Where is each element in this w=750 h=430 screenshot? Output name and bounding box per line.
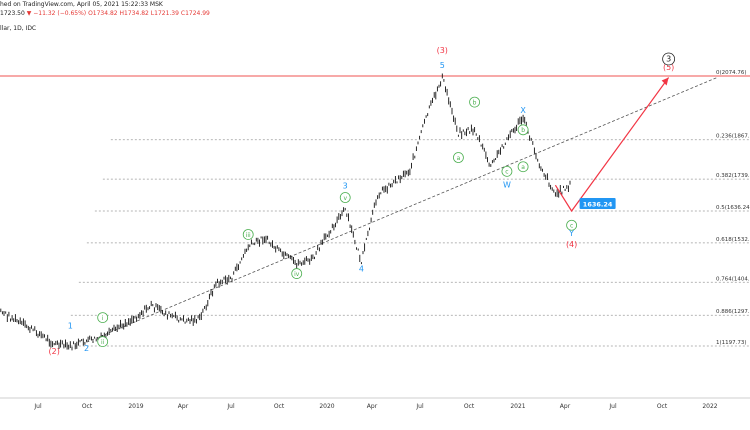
wave-label: b <box>521 127 525 134</box>
fib-level-label: 0.382(1739.7 <box>716 173 750 179</box>
time-tick-label: Jul <box>608 403 617 410</box>
wave-label: c <box>570 223 573 230</box>
wave-label: (2) <box>48 347 59 356</box>
wave-label-circle <box>97 312 109 323</box>
wave-label-circle <box>662 52 676 66</box>
time-tick-label: Apr <box>367 403 378 410</box>
wave-label: (5) <box>663 63 674 72</box>
time-tick-label: 2019 <box>128 403 143 410</box>
time-tick-label: Oct <box>274 403 285 410</box>
time-tick-label: Oct <box>464 403 475 410</box>
trend-line <box>86 77 718 343</box>
wave-label: a <box>457 155 461 162</box>
wave-label: v <box>343 195 347 202</box>
wave-label-circle <box>517 124 529 136</box>
fib-level-label: 0.236(1867.7 <box>716 134 750 140</box>
price-tag-label: 1636.24 <box>583 200 613 208</box>
wave-label-circle <box>453 152 464 163</box>
high-value: 1734.82 <box>124 10 149 17</box>
wave-label: iv <box>294 271 300 278</box>
fib-level-label: 0.5(1636.24) <box>716 205 750 211</box>
last-price: 1723.50 <box>0 10 25 17</box>
wave-label-circle <box>339 192 351 203</box>
wave-label: W <box>503 181 511 190</box>
wave-label: 3 <box>666 54 671 63</box>
time-tick-label: Jul <box>226 403 235 410</box>
wave-label: 3 <box>343 181 348 190</box>
fib-level-label: 1(1197.73) <box>716 340 747 346</box>
projection-path <box>554 77 670 213</box>
chart-symbol-info: llar, 1D, IDC <box>0 25 37 32</box>
wave-label-circle <box>566 219 578 231</box>
projection-arrowhead <box>661 77 669 86</box>
wave-label: (3) <box>437 46 448 55</box>
time-tick-label: 2020 <box>319 403 334 410</box>
wave-label: X <box>520 106 526 115</box>
fib-level-label: 0.886(1297.7 <box>716 309 750 315</box>
wave-label-circle <box>469 96 480 108</box>
wave-label-circle <box>517 161 529 173</box>
fib-level-label: 0(2074.76) <box>716 70 747 76</box>
wave-label-circle <box>291 268 303 279</box>
time-tick-label: 2022 <box>702 403 717 410</box>
wave-label: b <box>473 99 477 106</box>
open-value: 1734.82 <box>92 10 118 17</box>
price-change: ▼ −11.32 (−0.65%) <box>26 10 87 17</box>
chart-header-source: hed on TradingView.com, April 05, 2021 1… <box>0 1 163 8</box>
chart-header-ohlc: 1723.50 ▼ −11.32 (−0.65%) O1734.82 H1734… <box>0 10 210 17</box>
time-tick-label: 2021 <box>510 403 525 410</box>
wave-label: ii <box>101 339 105 346</box>
wave-label: 5 <box>440 61 445 70</box>
wave-label: i <box>102 315 104 322</box>
time-tick-label: Jul <box>415 403 424 410</box>
time-tick-label: Oct <box>657 403 668 410</box>
time-tick-label: Jul <box>33 403 42 410</box>
price-series <box>0 73 571 351</box>
wave-label: 1 <box>68 321 73 330</box>
wave-label: (4) <box>566 240 577 249</box>
wave-label: Y <box>568 229 574 238</box>
wave-label: 4 <box>359 264 364 273</box>
fib-level-label: 0.618(1532.7 <box>716 237 750 243</box>
wave-label-circle <box>97 336 109 348</box>
time-tick-label: Oct <box>82 403 93 410</box>
time-tick-label: Apr <box>178 403 189 410</box>
price-tag-box <box>579 198 616 210</box>
wave-label: a <box>521 164 525 171</box>
wave-label: c <box>505 169 508 176</box>
wave-label-circle <box>242 229 254 240</box>
wave-label: 2 <box>84 344 89 353</box>
fib-level-label: 0.764(1404.7 <box>716 276 750 282</box>
close-value: 1724.99 <box>185 10 210 17</box>
low-value: 1721.39 <box>154 10 179 17</box>
wave-label-circle <box>501 165 513 177</box>
time-tick-label: Apr <box>560 403 571 410</box>
wave-label: iii <box>246 232 251 239</box>
